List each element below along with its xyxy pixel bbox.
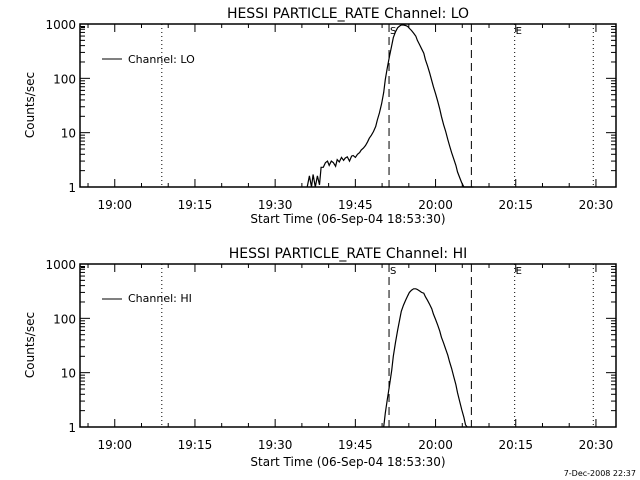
x-tick-label: 20:30 <box>579 198 614 212</box>
y-tick-label: 10 <box>61 367 76 381</box>
y-tick-label: 10 <box>61 127 76 141</box>
x-tick-label: 20:15 <box>498 198 533 212</box>
plot-frame <box>79 23 617 188</box>
plot-title: HESSI PARTICLE_RATE Channel: LO <box>227 6 469 22</box>
x-tick-label: 19:15 <box>178 438 213 452</box>
marker-label: E <box>516 26 522 37</box>
x-tick-label: 19:45 <box>338 198 373 212</box>
x-tick-label: 19:15 <box>178 198 213 212</box>
x-tick-label: 19:00 <box>97 198 132 212</box>
data-series-line <box>306 24 474 188</box>
data-series-line <box>383 288 468 428</box>
x-tick-label: 19:30 <box>258 198 293 212</box>
x-axis-label: Start Time (06-Sep-04 18:53:30) <box>250 212 445 226</box>
legend-label: Channel: HI <box>128 292 192 305</box>
lo-channel-plot: HESSI PARTICLE_RATE Channel: LO Counts/s… <box>23 6 617 226</box>
x-tick-label: 19:30 <box>258 438 293 452</box>
marker-label: S <box>390 266 396 277</box>
footer-timestamp: 7-Dec-2008 22:37 <box>564 469 636 478</box>
y-tick-label: 100 <box>53 312 76 326</box>
y-tick-label: 1 <box>68 421 76 435</box>
plot-title: HESSI PARTICLE_RATE Channel: HI <box>229 246 467 262</box>
x-tick-label: 19:45 <box>338 438 373 452</box>
x-tick-label: 20:00 <box>418 438 453 452</box>
hi-channel-plot: HESSI PARTICLE_RATE Channel: HI Counts/s… <box>23 246 617 469</box>
y-tick-label: 1 <box>68 181 76 195</box>
legend-label: Channel: LO <box>128 53 195 66</box>
marker-label: S <box>390 26 396 37</box>
x-axis-label: Start Time (06-Sep-04 18:53:30) <box>250 455 445 469</box>
x-tick-label: 20:00 <box>418 198 453 212</box>
x-tick-label: 20:30 <box>579 438 614 452</box>
y-tick-label: 100 <box>53 72 76 86</box>
y-axis-label: Counts/sec <box>23 72 37 138</box>
x-tick-label: 20:15 <box>498 438 533 452</box>
y-tick-label: 1000 <box>45 258 76 272</box>
x-tick-label: 19:00 <box>97 438 132 452</box>
y-tick-label: 1000 <box>45 18 76 32</box>
y-axis-label: Counts/sec <box>23 312 37 378</box>
marker-label: E <box>516 266 522 277</box>
plot-frame <box>79 263 617 428</box>
